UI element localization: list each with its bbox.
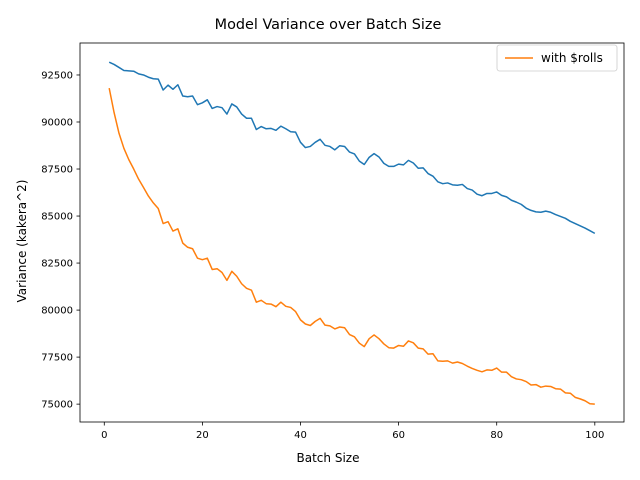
legend-box <box>496 44 618 72</box>
legend: with $rolls <box>496 44 618 72</box>
axes-frame <box>79 42 625 423</box>
x-tick-label: 80 <box>490 430 503 441</box>
y-tick-label: 82500 <box>41 259 73 270</box>
y-tick-label: 90000 <box>41 118 73 129</box>
x-tick-label: 0 <box>101 430 107 441</box>
x-tick-label: 100 <box>585 430 604 441</box>
series-layer <box>108 61 596 405</box>
y-tick-label: 77500 <box>41 353 73 364</box>
x-tick-label: 40 <box>294 430 307 441</box>
series-line-1 <box>108 61 596 235</box>
x-tick-label: 20 <box>196 430 209 441</box>
y-axis-label: Variance (kakera^2) <box>15 180 29 303</box>
x-axis-label: Batch Size <box>297 451 360 465</box>
plot-area <box>80 43 624 422</box>
plot-background <box>80 43 624 422</box>
chart-title: Model Variance over Batch Size <box>215 17 442 33</box>
y-tick-label: 75000 <box>41 400 73 411</box>
series-line-2 <box>108 87 595 405</box>
axes-layer: 0 20 40 60 80 100 75000 77500 80000 82500 85000 875… <box>41 42 625 441</box>
legend-label: with $rolls <box>541 51 603 65</box>
y-tick-label: 80000 <box>41 306 73 317</box>
y-tick-label: 87500 <box>41 165 73 176</box>
y-tick-label: 92500 <box>41 71 73 82</box>
y-tick-label: 85000 <box>41 212 73 223</box>
x-tick-label: 60 <box>392 430 405 441</box>
